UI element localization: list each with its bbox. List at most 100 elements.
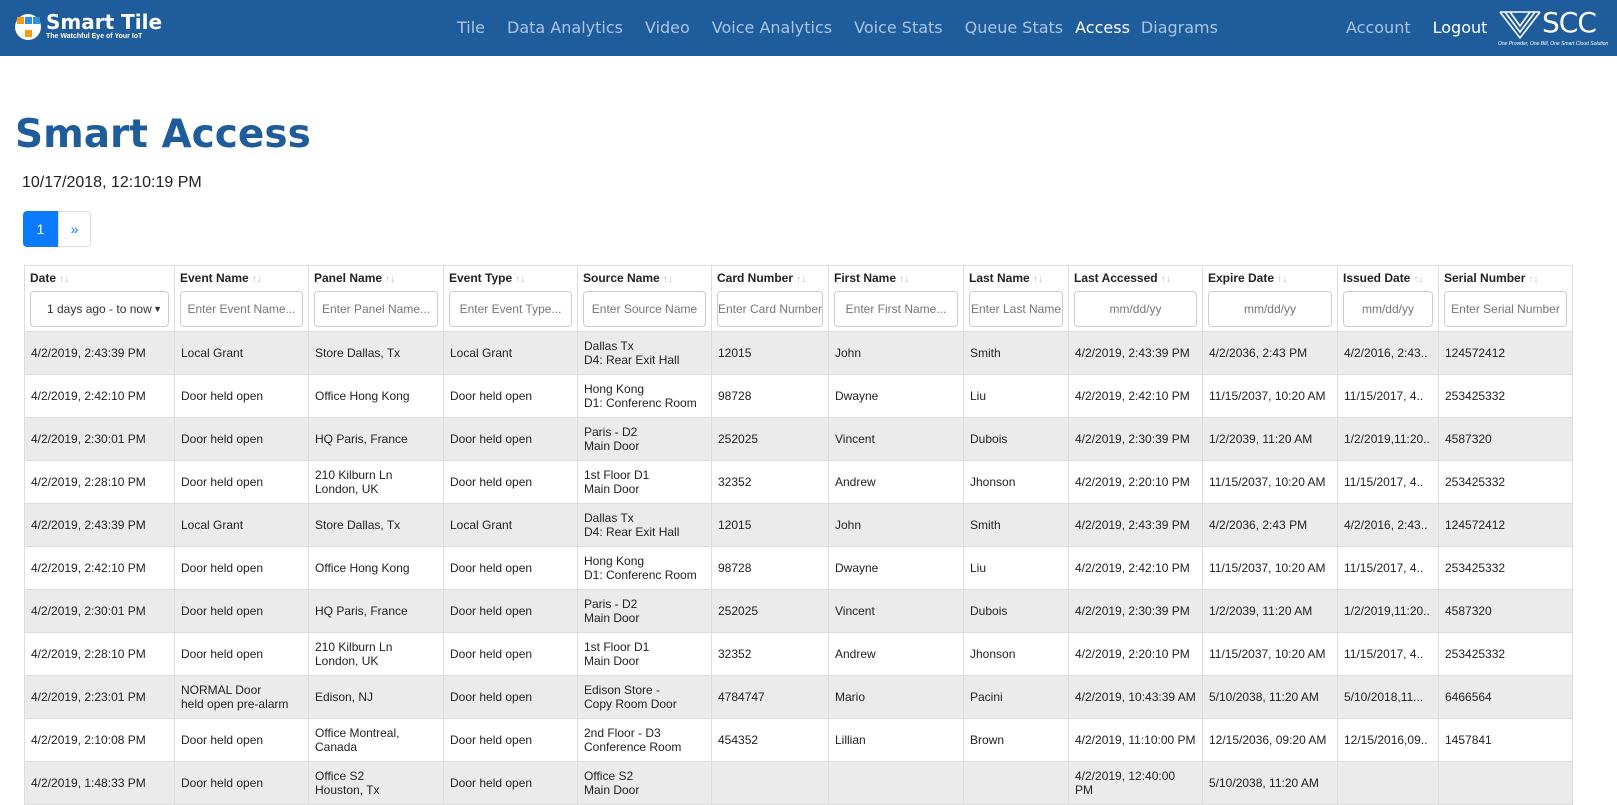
sort-icon[interactable]: ↑↓ bbox=[1528, 274, 1539, 285]
table-cell: 11/15/2017, 4.. bbox=[1337, 632, 1439, 676]
table-row[interactable]: 4/2/2019, 2:10:08 PM Door held open Office… bbox=[24, 718, 1573, 762]
table-row[interactable]: 4/2/2019, 2:23:01 PM NORMAL Door held ope… bbox=[24, 675, 1573, 719]
table-row[interactable]: 4/2/2019, 2:28:10 PM Door held open 210 Ki… bbox=[24, 632, 1573, 676]
table-cell: 4784747 bbox=[711, 675, 829, 719]
nav-link-account[interactable]: Account bbox=[1346, 18, 1411, 37]
table-cell bbox=[963, 761, 1069, 805]
table-row[interactable]: 4/2/2019, 2:43:39 PM Local Grant Store Dal… bbox=[24, 503, 1573, 547]
table-row[interactable]: 4/2/2019, 2:42:10 PM Door held open Office… bbox=[24, 546, 1573, 590]
table-cell: Door held open bbox=[174, 589, 309, 633]
card-number-filter-input[interactable]: Enter Card Number bbox=[717, 291, 823, 327]
table-row[interactable]: 4/2/2019, 2:30:01 PM Door held open HQ Par… bbox=[24, 589, 1573, 633]
serial-number-filter-input[interactable]: Enter Serial Number bbox=[1444, 291, 1567, 327]
nav-link-logout[interactable]: Logout bbox=[1432, 18, 1488, 37]
nav-link-video[interactable]: Video bbox=[644, 18, 690, 37]
sort-icon[interactable]: ↑↓ bbox=[1277, 274, 1288, 285]
table-cell: Store Dallas, Tx bbox=[308, 503, 444, 547]
nav-link-voice-analytics[interactable]: Voice Analytics bbox=[711, 18, 833, 37]
table-row[interactable]: 4/2/2019, 1:48:33 PM Door held open Office… bbox=[24, 761, 1573, 805]
sort-icon[interactable]: ↑↓ bbox=[59, 274, 70, 285]
last-name-filter-input[interactable]: Enter Last Name bbox=[969, 291, 1063, 327]
event-name-filter-input[interactable]: Enter Event Name... bbox=[180, 291, 303, 327]
col-card-number: Card Number ↑↓ Enter Card Number bbox=[711, 265, 829, 332]
sort-icon[interactable]: ↑↓ bbox=[1032, 274, 1043, 285]
sort-icon[interactable]: ↑↓ bbox=[251, 274, 262, 285]
col-header-event-name[interactable]: Event Name bbox=[180, 271, 249, 285]
col-serial-number: Serial Number ↑↓ Enter Serial Number bbox=[1438, 265, 1573, 332]
top-navbar: Smart Tile The Watchful Eye of Your IoT … bbox=[0, 0, 1617, 56]
table-row[interactable]: 4/2/2019, 2:42:10 PM Door held open Office… bbox=[24, 374, 1573, 418]
nav-link-access[interactable]: Access bbox=[1075, 18, 1130, 37]
issued-date-input[interactable]: mm/dd/yy bbox=[1343, 291, 1433, 327]
col-header-last-accessed[interactable]: Last Accessed bbox=[1074, 271, 1158, 285]
table-cell: Door held open bbox=[443, 589, 578, 633]
table-cell: Office Montreal, Canada bbox=[308, 718, 444, 762]
sort-icon[interactable]: ↑↓ bbox=[1413, 274, 1424, 285]
col-header-last-name[interactable]: Last Name bbox=[969, 271, 1030, 285]
col-header-first-name[interactable]: First Name bbox=[834, 271, 897, 285]
expire-date-input[interactable]: mm/dd/yy bbox=[1208, 291, 1332, 327]
table-cell: HQ Paris, France bbox=[308, 417, 444, 461]
panel-name-filter-input[interactable]: Enter Panel Name... bbox=[314, 291, 438, 327]
table-cell: Store Dallas, Tx bbox=[308, 331, 444, 375]
page-1-button[interactable]: 1 bbox=[23, 211, 58, 247]
table-cell: 98728 bbox=[711, 546, 829, 590]
table-cell: 4/2/2019, 2:20:10 PM bbox=[1068, 632, 1203, 676]
table-cell: 253425332 bbox=[1438, 374, 1573, 418]
table-cell: Liu bbox=[963, 546, 1069, 590]
table-cell: 32352 bbox=[711, 460, 829, 504]
scc-logo: SCC One Provider, One Bill, One Smart Cl… bbox=[1498, 8, 1608, 48]
last-accessed-date-input[interactable]: mm/dd/yy bbox=[1074, 291, 1197, 327]
next-page-button[interactable]: » bbox=[58, 211, 91, 247]
nav-link-queue-stats[interactable]: Queue Stats bbox=[964, 18, 1064, 37]
col-header-event-type[interactable]: Event Type bbox=[449, 271, 513, 285]
table-row[interactable]: 4/2/2019, 2:43:39 PM Local Grant Store Dal… bbox=[24, 331, 1573, 375]
sort-icon[interactable]: ↑↓ bbox=[662, 274, 673, 285]
table-cell bbox=[711, 761, 829, 805]
table-cell: 1/2/2019,11:20.. bbox=[1337, 589, 1439, 633]
table-cell: Office S2 Houston, Tx bbox=[308, 761, 444, 805]
table-cell: 98728 bbox=[711, 374, 829, 418]
sort-icon[interactable]: ↑↓ bbox=[796, 274, 807, 285]
table-cell: Andrew bbox=[828, 460, 964, 504]
sort-icon[interactable]: ↑↓ bbox=[899, 274, 910, 285]
table-cell: Door held open bbox=[174, 632, 309, 676]
table-cell: 4/2/2019, 2:30:39 PM bbox=[1068, 589, 1203, 633]
brand-logo-link[interactable]: Smart Tile The Watchful Eye of Your IoT bbox=[15, 12, 162, 41]
table-row[interactable]: 4/2/2019, 2:30:01 PM Door held open HQ Par… bbox=[24, 417, 1573, 461]
col-header-date[interactable]: Date bbox=[30, 271, 57, 285]
table-cell: 4/2/2019, 12:40:00 PM bbox=[1068, 761, 1203, 805]
col-header-panel-name[interactable]: Panel Name bbox=[314, 271, 383, 285]
table-cell: 5/10/2018,11... bbox=[1337, 675, 1439, 719]
nav-link-voice-stats[interactable]: Voice Stats bbox=[854, 18, 943, 37]
table-cell: 4/2/2019, 2:42:10 PM bbox=[24, 546, 175, 590]
sort-icon[interactable]: ↑↓ bbox=[385, 274, 396, 285]
table-cell: 1st Floor D1 Main Door bbox=[577, 632, 712, 676]
table-cell: 253425332 bbox=[1438, 632, 1573, 676]
table-row[interactable]: 4/2/2019, 2:28:10 PM Door held open 210 Ki… bbox=[24, 460, 1573, 504]
table-cell: Andrew bbox=[828, 632, 964, 676]
table-cell: 1/2/2019,11:20.. bbox=[1337, 417, 1439, 461]
event-type-filter-input[interactable]: Enter Event Type... bbox=[449, 291, 572, 327]
col-header-source-name[interactable]: Source Name bbox=[583, 271, 660, 285]
first-name-filter-input[interactable]: Enter First Name... bbox=[834, 291, 958, 327]
table-cell: 1457841 bbox=[1438, 718, 1573, 762]
nav-link-diagrams[interactable]: Diagrams bbox=[1140, 18, 1218, 37]
table-cell: Hong Kong D1: Conferenc Room bbox=[577, 374, 712, 418]
col-header-issued-date[interactable]: Issued Date bbox=[1343, 271, 1411, 285]
table-cell: Dubois bbox=[963, 589, 1069, 633]
sort-icon[interactable]: ↑↓ bbox=[515, 274, 526, 285]
source-name-filter-input[interactable]: Enter Source Name bbox=[583, 291, 706, 327]
nav-link-tile[interactable]: Tile bbox=[457, 18, 486, 37]
nav-link-data-analytics[interactable]: Data Analytics bbox=[507, 18, 623, 37]
col-header-expire-date[interactable]: Expire Date bbox=[1208, 271, 1275, 285]
table-cell: Jhonson bbox=[963, 632, 1069, 676]
col-header-card-number[interactable]: Card Number bbox=[717, 271, 794, 285]
table-cell: 4/2/2019, 2:43:39 PM bbox=[1068, 331, 1203, 375]
sort-icon[interactable]: ↑↓ bbox=[1160, 274, 1171, 285]
smart-tile-logo-icon bbox=[15, 13, 41, 40]
col-header-serial-number[interactable]: Serial Number bbox=[1444, 271, 1526, 285]
date-range-select[interactable]: 1 days ago - to now ▼ bbox=[30, 291, 169, 327]
table-cell: 4/2/2019, 2:42:10 PM bbox=[1068, 546, 1203, 590]
table-cell: Smith bbox=[963, 503, 1069, 547]
